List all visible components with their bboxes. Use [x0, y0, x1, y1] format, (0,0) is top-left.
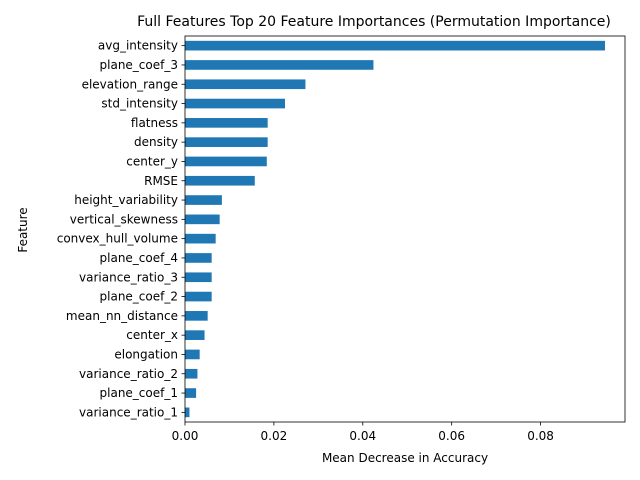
y-tick-label: variance_ratio_1 [79, 405, 178, 419]
bar-elongation [185, 349, 200, 360]
x-tick-label: 0.00 [172, 429, 199, 443]
bar-plane-coef-1 [185, 388, 197, 398]
x-axis: 0.00 0.02 0.04 0.06 0.08 [172, 422, 554, 443]
y-tick-label: std_intensity [101, 97, 178, 111]
bar-plane-coef-2 [185, 291, 212, 302]
bar-variance-ratio-1 [185, 407, 190, 418]
bar-convex-hull-volume [185, 233, 216, 244]
y-tick-label: height_variability [74, 193, 178, 207]
bar-rmse [185, 175, 255, 186]
chart-title: Full Features Top 20 Feature Importances… [137, 14, 611, 30]
y-tick-label: convex_hull_volume [57, 232, 178, 246]
y-axis: avg_intensity plane_coef_3 elevation_range… [57, 39, 185, 419]
x-axis-label: Mean Decrease in Accuracy [322, 451, 488, 465]
y-tick-label: plane_coef_4 [100, 251, 178, 265]
bar-elevation-range [185, 79, 306, 90]
y-tick-label: plane_coef_3 [100, 58, 178, 72]
x-tick-label: 0.06 [438, 429, 465, 443]
bar-std-intensity [185, 98, 285, 109]
y-tick-label: density [134, 135, 178, 149]
y-tick-label: avg_intensity [98, 39, 178, 53]
y-tick-label: elongation [114, 347, 178, 361]
plot-area [184, 35, 626, 423]
bar-variance-ratio-2 [185, 368, 198, 379]
x-tick-label: 0.04 [349, 429, 376, 443]
plot-frame [184, 35, 626, 423]
y-tick-label: variance_ratio_3 [79, 270, 178, 284]
y-tick-label: variance_ratio_2 [79, 367, 178, 381]
y-axis-label: Feature [16, 207, 30, 252]
y-tick-label: center_y [126, 154, 178, 168]
bar-center-y [185, 156, 267, 167]
y-tick-label: plane_coef_2 [100, 290, 178, 304]
bar-variance-ratio-3 [185, 272, 212, 283]
bar-avg-intensity [185, 40, 605, 51]
x-tick-label: 0.02 [261, 429, 288, 443]
y-tick-label: flatness [131, 116, 178, 130]
x-tick-label: 0.08 [527, 429, 554, 443]
bar-height-variability [185, 195, 222, 205]
bar-plane-coef-3 [185, 60, 374, 70]
y-tick-label: vertical_skewness [70, 212, 178, 226]
y-tick-label: RMSE [144, 174, 178, 188]
bar-plane-coef-4 [185, 253, 212, 263]
y-tick-label: elevation_range [82, 77, 178, 91]
bar-center-x [185, 330, 205, 340]
bar-vertical-skewness [185, 214, 220, 225]
bar-mean-nn-distance [185, 311, 208, 321]
bar-flatness [185, 118, 268, 128]
y-tick-label: plane_coef_1 [100, 386, 178, 400]
y-tick-label: center_x [126, 328, 178, 342]
y-tick-label: mean_nn_distance [66, 309, 178, 323]
bar-density [185, 137, 268, 147]
